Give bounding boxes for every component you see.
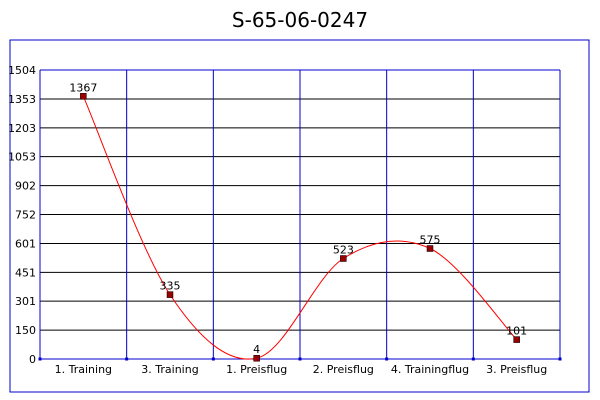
series — [80, 93, 520, 362]
data-point — [166, 291, 174, 298]
y-tick-label: 1053 — [8, 151, 36, 164]
data-point — [340, 255, 347, 262]
data-point — [426, 245, 434, 252]
axis-tick-marker — [211, 357, 215, 361]
x-tick-label: 3. Preisflug — [486, 363, 547, 376]
x-axis-ticks: 1. Training 3. Training 1. Preisflug 2. Pre… — [55, 363, 548, 376]
x-tick-label: 4. Trainingflug — [391, 363, 469, 376]
y-tick-label: 902 — [15, 180, 36, 193]
y-tick-label: 1504 — [8, 64, 36, 77]
axis-tick-marker — [471, 357, 475, 361]
axis-tick-marker — [38, 357, 42, 361]
y-tick-label: 752 — [15, 209, 36, 222]
x-tick-label: 2. Preisflug — [313, 363, 374, 376]
outer-frame — [9, 39, 590, 393]
axis-tick-marker — [385, 357, 389, 361]
data-point — [80, 93, 87, 100]
y-tick-label: 601 — [15, 238, 36, 251]
y-axis-ticks: 0 150 301 451 601 752 902 1053 1203 1353 1504 — [8, 64, 36, 366]
data-label: 335 — [160, 280, 181, 293]
x-tick-label: 1. Training — [55, 363, 112, 376]
x-tick-label: 1. Preisflug — [226, 363, 287, 376]
data-label: 1367 — [69, 81, 97, 94]
y-tick-label: 0 — [29, 353, 36, 366]
y-tick-label: 301 — [15, 295, 36, 308]
y-tick-label: 1353 — [8, 93, 36, 106]
grid — [38, 69, 562, 361]
data-point — [513, 336, 520, 343]
data-label: 575 — [420, 234, 441, 247]
data-label: 4 — [253, 343, 260, 356]
y-tick-label: 1203 — [8, 122, 36, 135]
axis-tick-marker — [558, 357, 562, 361]
data-label: 101 — [506, 325, 527, 338]
data-labels: 1367 335 4 523 575 101 — [69, 81, 527, 356]
y-tick-label: 451 — [15, 266, 36, 279]
data-point — [253, 354, 260, 362]
axis-tick-marker — [298, 357, 302, 361]
chart-title: S-65-06-0247 — [231, 8, 369, 32]
axis-tick-marker — [125, 357, 129, 361]
y-tick-label: 150 — [15, 324, 36, 337]
series-line — [82, 96, 518, 360]
x-tick-label: 3. Training — [141, 363, 198, 376]
data-label: 523 — [333, 244, 354, 257]
